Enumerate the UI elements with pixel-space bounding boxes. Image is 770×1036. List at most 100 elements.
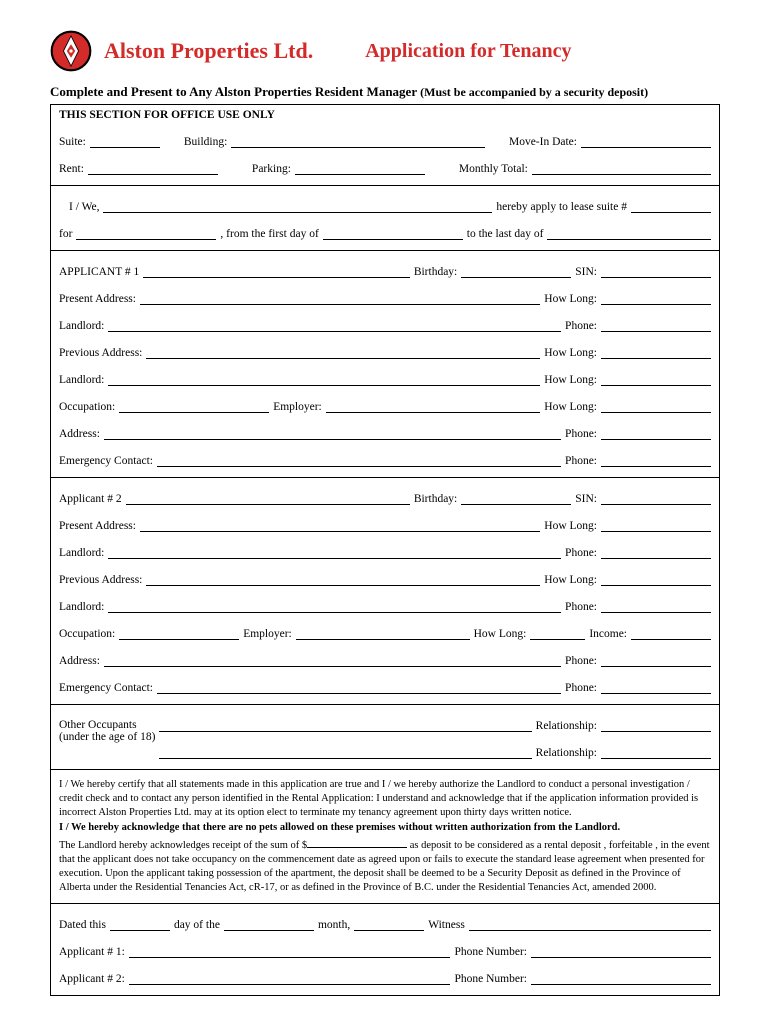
- field-app2-landlord1[interactable]: [108, 546, 561, 559]
- field-sig-app1[interactable]: [129, 945, 451, 958]
- legal-p1: I / We hereby certify that all statement…: [59, 778, 711, 821]
- field-sig-phone2[interactable]: [531, 972, 711, 985]
- field-app2-emerg[interactable]: [157, 681, 561, 694]
- field-app2-phone2[interactable]: [601, 600, 711, 613]
- page: Alston Properties Ltd. Application for T…: [0, 0, 770, 1036]
- label-month: month,: [318, 919, 350, 931]
- label-app2-sin: SIN:: [575, 493, 597, 505]
- field-app1-emerg[interactable]: [157, 454, 561, 467]
- label-suite: Suite:: [59, 136, 86, 148]
- field-app1-howlong2[interactable]: [601, 346, 711, 359]
- label-to: to the last day of: [467, 228, 544, 240]
- label-app2-howlong1: How Long:: [544, 520, 597, 532]
- label-app1-phone1: Phone:: [565, 320, 597, 332]
- field-parking[interactable]: [295, 162, 425, 175]
- field-app1-sin[interactable]: [601, 265, 711, 278]
- field-app2-howlong3[interactable]: [530, 627, 585, 640]
- field-rent[interactable]: [88, 162, 218, 175]
- field-app2-bday[interactable]: [461, 492, 571, 505]
- label-sig-app2: Applicant # 2:: [59, 973, 125, 985]
- field-movein[interactable]: [581, 135, 711, 148]
- field-suite-num[interactable]: [631, 200, 711, 213]
- field-app1-prevaddr[interactable]: [146, 346, 540, 359]
- applicant1-section: APPLICANT # 1 Birthday: SIN: Present Add…: [51, 251, 719, 478]
- legal-p2: The Landlord hereby acknowledges receipt…: [59, 835, 711, 896]
- field-app1-howlong3[interactable]: [601, 373, 711, 386]
- label-app1-phone3: Phone:: [565, 455, 597, 467]
- legal-section: I / We hereby certify that all statement…: [51, 770, 719, 904]
- form-title: Application for Tenancy: [365, 40, 571, 63]
- signature-section: Dated this day of the month, Witness App…: [51, 904, 719, 995]
- field-app2-phone4[interactable]: [601, 681, 711, 694]
- field-app1-phone2[interactable]: [601, 427, 711, 440]
- field-app1-occ[interactable]: [119, 400, 269, 413]
- field-occupant2[interactable]: [159, 746, 531, 759]
- subhead: Complete and Present to Any Alston Prope…: [50, 84, 720, 100]
- field-app2-howlong1[interactable]: [601, 519, 711, 532]
- label-app1-howlong2: How Long:: [544, 347, 597, 359]
- field-app2-addr[interactable]: [104, 654, 561, 667]
- field-dated-day[interactable]: [110, 918, 170, 931]
- field-app1-bday[interactable]: [461, 265, 571, 278]
- field-app1-landlord1[interactable]: [108, 319, 561, 332]
- label-app2-phone2: Phone:: [565, 601, 597, 613]
- field-sig-app2[interactable]: [129, 972, 451, 985]
- field-app1-paddr[interactable]: [140, 292, 540, 305]
- field-app1-phone1[interactable]: [601, 319, 711, 332]
- field-app2-landlord2[interactable]: [108, 600, 561, 613]
- label-app1-bday: Birthday:: [414, 266, 457, 278]
- field-app2-phone3[interactable]: [601, 654, 711, 667]
- label-hereby: hereby apply to lease suite #: [496, 201, 627, 213]
- label-parking: Parking:: [252, 163, 291, 175]
- field-app2-name[interactable]: [126, 492, 410, 505]
- field-suite[interactable]: [90, 135, 160, 148]
- label-app1-sin: SIN:: [575, 266, 597, 278]
- label-app2-howlong2: How Long:: [544, 574, 597, 586]
- field-building[interactable]: [231, 135, 485, 148]
- label-app1-addr: Address:: [59, 428, 100, 440]
- field-occupant1[interactable]: [159, 719, 531, 732]
- field-app2-occ[interactable]: [119, 627, 239, 640]
- label-app1: APPLICANT # 1: [59, 266, 139, 278]
- field-monthly[interactable]: [532, 162, 711, 175]
- label-rent: Rent:: [59, 163, 84, 175]
- label-witness: Witness: [428, 919, 465, 931]
- field-app2-howlong2[interactable]: [601, 573, 711, 586]
- field-app1-howlong1[interactable]: [601, 292, 711, 305]
- field-rel1[interactable]: [601, 719, 711, 732]
- field-app2-sin[interactable]: [601, 492, 711, 505]
- office-section: Suite: Building: Move-In Date: Rent: Par…: [51, 121, 719, 186]
- subhead-main: Complete and Present to Any Alston Prope…: [50, 84, 417, 99]
- occupants-line1: Other Occupants: [59, 719, 155, 731]
- field-sig-phone1[interactable]: [531, 945, 711, 958]
- field-app1-landlord2[interactable]: [108, 373, 540, 386]
- label-app2-landlord1: Landlord:: [59, 547, 104, 559]
- label-sig-phone1: Phone Number:: [454, 946, 527, 958]
- label-app2-prevaddr: Previous Address:: [59, 574, 142, 586]
- field-deposit[interactable]: [307, 835, 407, 848]
- field-app1-phone3[interactable]: [601, 454, 711, 467]
- field-rel2[interactable]: [601, 746, 711, 759]
- field-app1-name[interactable]: [143, 265, 410, 278]
- company-name: Alston Properties Ltd.: [104, 38, 313, 64]
- field-to[interactable]: [547, 227, 711, 240]
- field-app1-addr[interactable]: [104, 427, 561, 440]
- occupants-label: Other Occupants (under the age of 18): [59, 719, 155, 743]
- field-app1-emp[interactable]: [326, 400, 541, 413]
- field-app1-howlong4[interactable]: [601, 400, 711, 413]
- field-dated-month[interactable]: [224, 918, 314, 931]
- field-app2-emp[interactable]: [296, 627, 470, 640]
- field-app2-phone1[interactable]: [601, 546, 711, 559]
- field-iwe[interactable]: [103, 200, 492, 213]
- field-dated-year[interactable]: [354, 918, 424, 931]
- field-app2-prevaddr[interactable]: [146, 573, 540, 586]
- field-witness[interactable]: [469, 918, 711, 931]
- field-app2-income[interactable]: [631, 627, 711, 640]
- label-app2-bday: Birthday:: [414, 493, 457, 505]
- legal-bold: I / We hereby acknowledge that there are…: [59, 821, 711, 835]
- field-for[interactable]: [76, 227, 216, 240]
- label-app1-howlong1: How Long:: [544, 293, 597, 305]
- field-from[interactable]: [323, 227, 463, 240]
- field-app2-paddr[interactable]: [140, 519, 540, 532]
- label-building: Building:: [184, 136, 227, 148]
